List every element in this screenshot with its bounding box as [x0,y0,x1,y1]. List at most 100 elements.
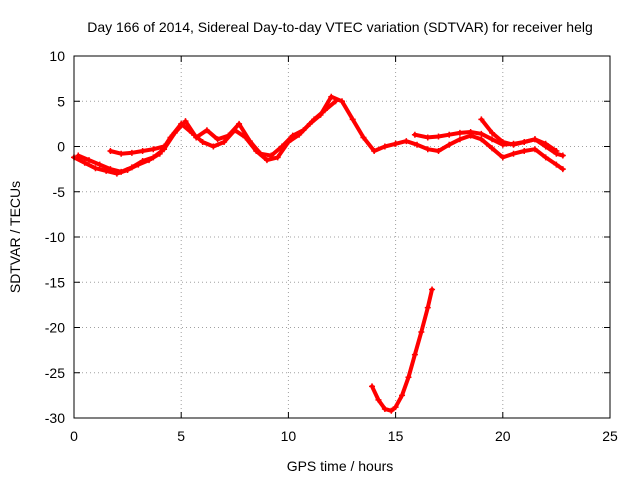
y-tick-label: -20 [45,320,65,336]
series-line [108,144,166,156]
data-point [435,133,442,140]
data-point [236,120,243,127]
data-point [107,166,114,173]
data-point [75,152,82,159]
x-tick-label: 15 [388,428,404,444]
data-point [375,396,382,403]
data-point [405,374,412,381]
data-point [263,157,270,164]
x-tick-label: 5 [177,428,185,444]
data-point [489,145,496,152]
data-point [118,168,125,175]
series-track-main-a [71,93,399,177]
y-tick-label: -30 [45,410,65,426]
data-point [521,148,528,155]
data-point [289,132,296,139]
y-tick-label: 0 [57,139,65,155]
series-track-main-b [75,98,339,175]
data-point [221,138,228,145]
data-point [128,164,135,171]
data-point [510,141,517,148]
x-tick-label: 10 [281,428,297,444]
data-point [118,150,125,157]
data-point [478,130,485,137]
data-point [339,98,345,105]
y-tick-label: 10 [49,48,65,64]
y-tick-label: 5 [57,93,65,109]
data-point [328,93,335,100]
data-point [399,392,406,399]
data-point [510,150,517,157]
data-point [171,129,178,136]
data-point [542,140,549,147]
data-point [411,131,418,138]
data-point [388,407,395,414]
data-point [499,154,506,161]
data-point [456,129,463,136]
data-point [456,136,463,143]
data-point [446,131,453,138]
data-point [411,351,418,358]
x-tick-label: 20 [495,428,511,444]
data-point [349,116,356,123]
data-point [531,146,538,153]
series-track-dip [369,286,436,414]
data-point [150,154,157,161]
data-point [246,138,253,145]
data-point [139,148,146,155]
data-point [403,138,410,145]
data-point [214,136,221,143]
series-line [72,94,398,176]
data-point [311,116,318,123]
data-point [360,134,367,141]
y-tick-label: -15 [45,274,65,290]
x-tick-label: 0 [70,428,78,444]
x-axis-ticks: 0 5 10 15 20 25 [70,56,618,444]
data-point [446,141,453,148]
data-point [559,152,566,159]
chart-title: Day 166 of 2014, Sidereal Day-to-day VTE… [87,19,593,35]
data-point [435,148,442,155]
data-point [489,136,496,143]
grid-lines [74,56,610,418]
data-point [81,159,88,166]
data-point [381,143,388,150]
data-series [71,93,566,414]
data-point [257,150,264,157]
y-axis-label: SDTVAR / TECUs [7,181,23,293]
data-point [381,405,388,412]
data-point [429,286,436,293]
data-point [478,136,485,143]
data-point [424,304,431,311]
data-point [278,143,285,150]
data-point [414,141,421,148]
data-point [499,138,506,145]
data-point [418,329,425,336]
x-tick-label: 25 [602,428,618,444]
data-point [107,148,114,155]
data-point [193,134,200,141]
y-tick-label: -25 [45,365,65,381]
data-point [392,404,399,411]
data-point [467,129,474,136]
data-point [268,152,275,159]
data-point [559,166,566,173]
data-point [521,138,528,145]
data-point [392,140,399,147]
x-axis-label: GPS time / hours [287,458,394,474]
data-point [478,116,485,123]
data-point [321,107,328,114]
data-point [274,154,281,161]
data-point [161,143,168,150]
y-axis-ticks: -30 -25 -20 -15 -10 -5 0 5 10 [45,48,610,426]
series-track-mid [107,143,168,157]
series-track-late-c [478,116,560,155]
data-point [139,157,146,164]
y-tick-label: -10 [45,229,65,245]
data-point [210,143,217,150]
data-point [553,148,560,155]
data-point [553,161,560,168]
data-point [96,161,103,168]
data-point [199,138,206,145]
